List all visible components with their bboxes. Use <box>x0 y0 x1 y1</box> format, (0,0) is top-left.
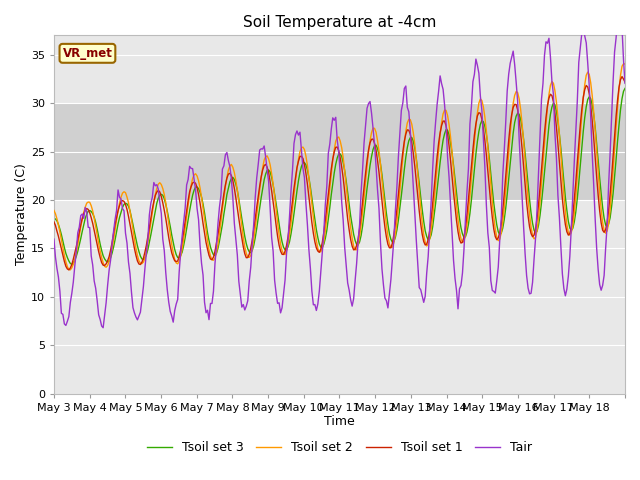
Tsoil set 3 <box>543 136 551 142</box>
Tsoil set 3 <box>89 211 97 216</box>
Tsoil set 2 <box>71 257 79 263</box>
Tsoil set 2 <box>621 61 629 67</box>
Tair <box>346 288 353 293</box>
Tair <box>50 236 58 242</box>
Tsoil set 1 <box>65 267 73 273</box>
X-axis label: Time: Time <box>324 415 355 429</box>
Tsoil set 1 <box>459 240 467 245</box>
Tsoil set 2 <box>346 212 353 217</box>
Tsoil set 2 <box>620 61 627 67</box>
Legend: Tsoil set 3, Tsoil set 2, Tsoil set 1, Tair: Tsoil set 3, Tsoil set 2, Tsoil set 1, T… <box>142 436 537 459</box>
Tsoil set 3 <box>50 216 58 221</box>
Tsoil set 2 <box>459 240 467 245</box>
Title: Soil Temperature at -4cm: Soil Temperature at -4cm <box>243 15 436 30</box>
Tsoil set 3 <box>621 85 629 91</box>
Tsoil set 1 <box>71 250 79 256</box>
Tsoil set 2 <box>543 105 551 110</box>
Line: Tsoil set 3: Tsoil set 3 <box>54 88 625 264</box>
Bar <box>54 103 625 200</box>
Tair <box>620 57 627 63</box>
Tsoil set 1 <box>620 76 627 82</box>
Tsoil set 3 <box>346 201 353 207</box>
Tsoil set 1 <box>50 219 58 225</box>
Tsoil set 1 <box>618 74 626 80</box>
Line: Tsoil set 1: Tsoil set 1 <box>54 77 625 270</box>
Tsoil set 3 <box>68 262 76 267</box>
Tsoil set 3 <box>618 96 626 101</box>
Tsoil set 1 <box>346 227 353 233</box>
Tair <box>543 40 551 46</box>
Tair <box>99 325 107 331</box>
Tair <box>459 270 467 276</box>
Tsoil set 2 <box>67 267 74 273</box>
Y-axis label: Temperature (C): Temperature (C) <box>15 164 28 265</box>
Tsoil set 1 <box>543 103 551 108</box>
Tsoil set 1 <box>89 220 97 226</box>
Tsoil set 2 <box>89 208 97 214</box>
Tair <box>88 253 95 259</box>
Tsoil set 2 <box>618 63 626 69</box>
Tair <box>621 81 629 86</box>
Tsoil set 2 <box>50 207 58 213</box>
Tsoil set 3 <box>459 231 467 237</box>
Tair <box>70 279 77 285</box>
Line: Tair: Tair <box>54 9 625 328</box>
Tsoil set 3 <box>71 258 79 264</box>
Line: Tsoil set 2: Tsoil set 2 <box>54 64 625 270</box>
Text: VR_met: VR_met <box>63 47 113 60</box>
Tair <box>615 6 623 12</box>
Tsoil set 1 <box>621 79 629 85</box>
